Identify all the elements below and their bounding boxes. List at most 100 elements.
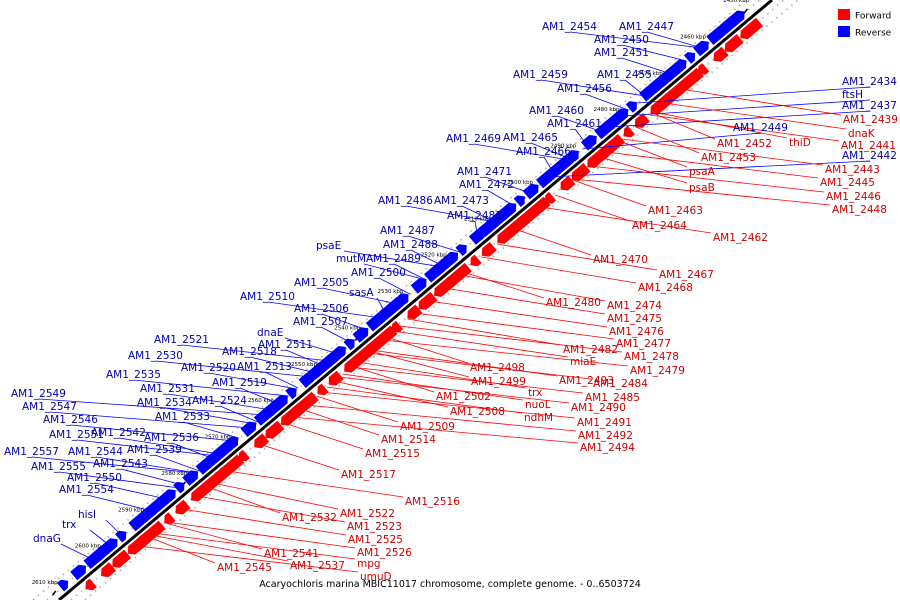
reverse-gene-arrow[interactable] bbox=[92, 538, 118, 562]
forward-gene-label[interactable]: miaE bbox=[570, 356, 596, 368]
reverse-gene-label[interactable]: ftsH bbox=[842, 89, 863, 101]
forward-gene-arrow[interactable] bbox=[634, 113, 650, 128]
reverse-gene-label[interactable]: AM1_2447 bbox=[619, 21, 674, 33]
reverse-gene-arrow[interactable] bbox=[648, 74, 669, 94]
reverse-gene-label[interactable]: AM1_2557 bbox=[4, 446, 59, 458]
reverse-gene-label[interactable]: dnaE bbox=[257, 327, 283, 339]
reverse-gene-label[interactable]: sasA bbox=[349, 287, 374, 299]
reverse-gene-label[interactable]: AM1_2471 bbox=[457, 166, 512, 178]
reverse-gene-arrow[interactable] bbox=[661, 59, 687, 83]
forward-gene-label[interactable]: AM1_2446 bbox=[826, 191, 881, 203]
forward-gene-arrow[interactable] bbox=[217, 454, 245, 479]
forward-gene-arrow[interactable] bbox=[175, 499, 191, 515]
reverse-gene-arrow[interactable] bbox=[227, 436, 239, 449]
reverse-gene-label[interactable]: AM1_2536 bbox=[144, 432, 199, 444]
reverse-gene-label[interactable]: AM1_2533 bbox=[155, 411, 210, 423]
reverse-gene-label[interactable]: AM1_2481 bbox=[447, 210, 502, 222]
forward-gene-label[interactable]: AM1_2541 bbox=[264, 548, 319, 560]
forward-gene-arrow[interactable] bbox=[238, 449, 250, 462]
forward-gene-arrow[interactable] bbox=[524, 196, 551, 222]
reverse-gene-label[interactable]: AM1_2549 bbox=[11, 388, 66, 400]
reverse-gene-label[interactable]: AM1_2542 bbox=[91, 427, 146, 439]
reverse-gene-arrow[interactable] bbox=[639, 86, 655, 102]
forward-gene-label[interactable]: AM1_2492 bbox=[578, 430, 633, 442]
reverse-gene-arrow[interactable] bbox=[522, 183, 539, 200]
forward-gene-label[interactable]: AM1_2526 bbox=[357, 547, 412, 559]
forward-gene-label[interactable]: AM1_2491 bbox=[577, 417, 632, 429]
reverse-gene-arrow[interactable] bbox=[477, 217, 499, 238]
reverse-gene-arrow[interactable] bbox=[410, 278, 427, 294]
forward-gene-label[interactable]: AM1_2478 bbox=[624, 351, 679, 363]
reverse-gene-arrow[interactable] bbox=[379, 297, 405, 321]
forward-gene-arrow[interactable] bbox=[481, 241, 497, 257]
forward-gene-label[interactable]: AM1_2499 bbox=[471, 376, 526, 388]
reverse-gene-arrow[interactable] bbox=[115, 530, 127, 543]
reverse-gene-arrow[interactable] bbox=[693, 40, 709, 57]
forward-gene-arrow[interactable] bbox=[560, 175, 576, 191]
forward-gene-arrow[interactable] bbox=[292, 391, 319, 417]
reverse-gene-arrow[interactable] bbox=[307, 361, 328, 381]
reverse-gene-label[interactable]: AM1_2466 bbox=[516, 146, 571, 158]
forward-gene-label[interactable]: mpg bbox=[357, 558, 381, 570]
forward-gene-label[interactable]: AM1_2480 bbox=[546, 297, 601, 309]
reverse-gene-arrow[interactable] bbox=[468, 229, 485, 245]
forward-gene-label[interactable]: AM1_2508 bbox=[450, 406, 505, 418]
reverse-gene-arrow[interactable] bbox=[321, 346, 346, 370]
forward-gene-label[interactable]: AM1_2482 bbox=[563, 344, 618, 356]
reverse-gene-label[interactable]: AM1_2472 bbox=[459, 179, 514, 191]
reverse-gene-arrow[interactable] bbox=[455, 244, 467, 256]
reverse-gene-label[interactable]: AM1_2454 bbox=[542, 21, 597, 33]
forward-gene-arrow[interactable] bbox=[265, 420, 285, 439]
reverse-gene-arrow[interactable] bbox=[182, 470, 199, 486]
forward-gene-label[interactable]: AM1_2537 bbox=[290, 560, 345, 572]
reverse-gene-arrow[interactable] bbox=[262, 394, 288, 419]
forward-gene-arrow[interactable] bbox=[470, 254, 482, 267]
reverse-gene-label[interactable]: AM1_2487 bbox=[380, 225, 435, 237]
forward-gene-label[interactable]: AM1_2464 bbox=[632, 220, 687, 232]
forward-gene-label[interactable]: psaB bbox=[689, 182, 715, 194]
reverse-gene-arrow[interactable] bbox=[433, 251, 458, 275]
reverse-gene-label[interactable]: dnaG bbox=[33, 533, 61, 545]
forward-gene-arrow[interactable] bbox=[713, 46, 729, 62]
reverse-gene-label[interactable]: AM1_2518 bbox=[222, 346, 277, 358]
reverse-gene-label[interactable]: AM1_2469 bbox=[446, 133, 501, 145]
reverse-gene-label[interactable]: AM1_2524 bbox=[192, 395, 247, 407]
reverse-gene-label[interactable]: AM1_2500 bbox=[351, 267, 406, 279]
forward-gene-label[interactable]: AM1_2453 bbox=[701, 152, 756, 164]
forward-gene-label[interactable]: AM1_2525 bbox=[348, 534, 403, 546]
reverse-gene-label[interactable]: AM1_2505 bbox=[294, 277, 349, 289]
forward-gene-label[interactable]: AM1_2475 bbox=[607, 313, 662, 325]
forward-gene-label[interactable]: AM1_2470 bbox=[593, 254, 648, 266]
reverse-gene-arrow[interactable] bbox=[580, 135, 597, 151]
forward-gene-label[interactable]: AM1_2468 bbox=[638, 282, 693, 294]
forward-gene-arrow[interactable] bbox=[164, 512, 176, 524]
forward-gene-label[interactable]: AM1_2516 bbox=[405, 496, 460, 508]
reverse-gene-label[interactable]: AM1_2519 bbox=[212, 377, 267, 389]
forward-gene-arrow[interactable] bbox=[85, 578, 97, 591]
reverse-gene-label[interactable]: hisI bbox=[78, 509, 96, 521]
forward-gene-arrow[interactable] bbox=[112, 549, 132, 568]
forward-gene-label[interactable]: AM1_2485 bbox=[585, 392, 640, 404]
reverse-gene-label[interactable]: AM1_2547 bbox=[22, 401, 77, 413]
reverse-gene-label[interactable]: AM1_2531 bbox=[140, 383, 195, 395]
reverse-gene-label[interactable]: AM1_2510 bbox=[240, 291, 295, 303]
forward-gene-arrow[interactable] bbox=[328, 370, 344, 386]
forward-gene-label[interactable]: trx bbox=[528, 387, 542, 399]
forward-gene-label[interactable]: AM1_2439 bbox=[843, 114, 898, 126]
reverse-gene-arrow[interactable] bbox=[365, 312, 387, 332]
forward-gene-label[interactable]: psaA bbox=[689, 166, 716, 178]
reverse-gene-label[interactable]: AM1_2434 bbox=[842, 76, 897, 88]
forward-gene-label[interactable]: AM1_2502 bbox=[436, 391, 491, 403]
reverse-gene-label[interactable]: AM1_2551 bbox=[49, 429, 104, 441]
reverse-gene-label[interactable]: AM1_2459 bbox=[513, 69, 568, 81]
reverse-gene-label[interactable]: AM1_2486 bbox=[378, 195, 433, 207]
forward-gene-label[interactable]: AM1_2509 bbox=[400, 421, 455, 433]
forward-gene-label[interactable]: umuD bbox=[360, 571, 392, 583]
reverse-gene-arrow[interactable] bbox=[513, 195, 525, 207]
reverse-gene-arrow[interactable] bbox=[683, 52, 696, 64]
reverse-gene-label[interactable]: AM1_2543 bbox=[93, 458, 148, 470]
forward-gene-label[interactable]: AM1_2463 bbox=[648, 205, 703, 217]
reverse-gene-label[interactable]: AM1_2511 bbox=[258, 339, 313, 351]
reverse-gene-label[interactable]: AM1_2489 bbox=[366, 253, 421, 265]
reverse-gene-label[interactable]: AM1_2473 bbox=[434, 195, 489, 207]
